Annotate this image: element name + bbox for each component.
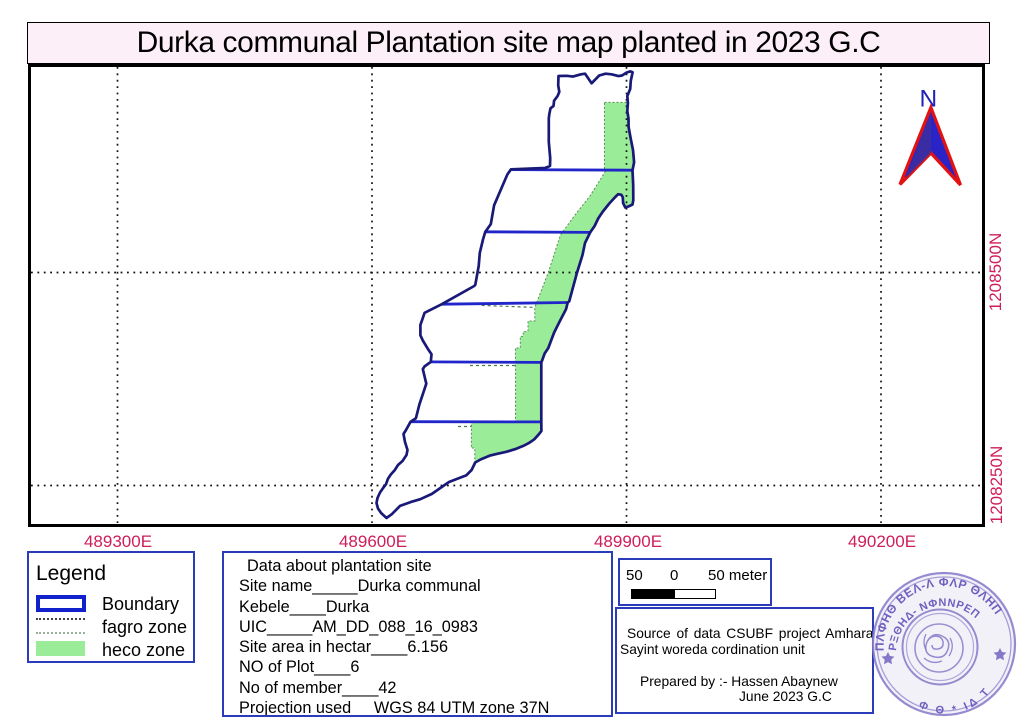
svg-text:ΡΞΘΗΔ- ΝΦΝΝΡΕΠ: ΡΞΘΗΔ- ΝΦΝΝΡΕΠ — [887, 597, 982, 652]
svg-text:Φ Θ * ΙΔ Τ: Φ Θ * ΙΔ Τ — [917, 684, 994, 717]
svg-text:ΠΛΦΗΘ ΒΕΛ-Λ ΦΛΡ ΘΛΗΠ: ΠΛΦΗΘ ΒΕΛ-Λ ΦΛΡ ΘΛΗΠ — [873, 575, 1006, 651]
